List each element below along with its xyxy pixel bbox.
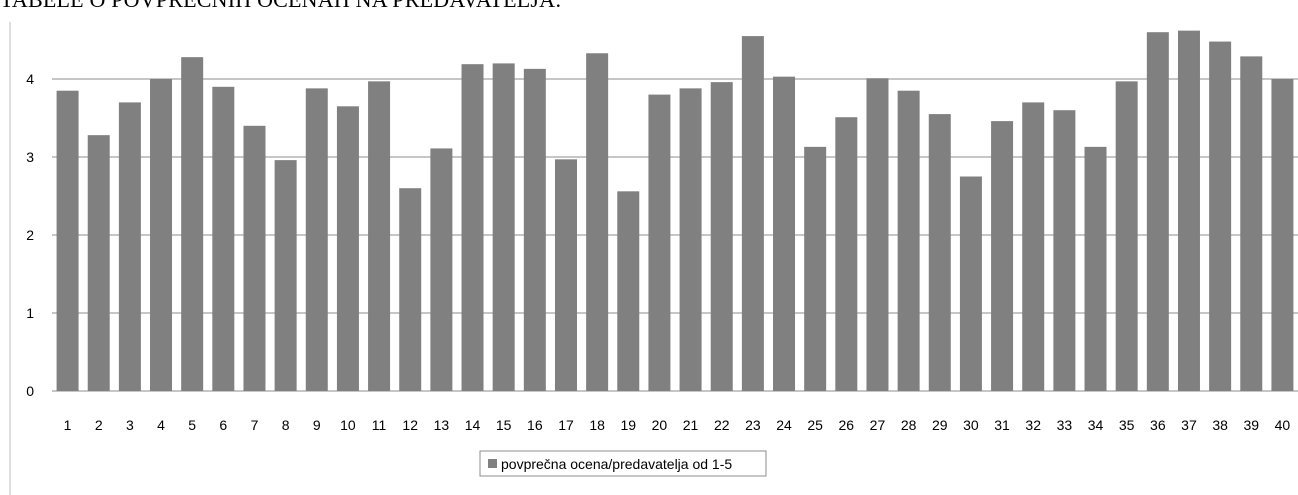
x-tick-label: 31 bbox=[994, 417, 1010, 433]
y-tick-label: 0 bbox=[26, 383, 34, 399]
x-tick-label: 25 bbox=[807, 417, 823, 433]
x-tick-label: 39 bbox=[1243, 417, 1259, 433]
x-tick-label: 24 bbox=[776, 417, 792, 433]
x-tick-label: 9 bbox=[313, 417, 321, 433]
bar-31 bbox=[991, 121, 1014, 392]
bar-34 bbox=[1084, 146, 1107, 391]
bar-22 bbox=[710, 82, 733, 392]
bar-35 bbox=[1115, 81, 1138, 391]
legend-frame bbox=[479, 450, 767, 477]
x-tick-label: 11 bbox=[372, 417, 387, 433]
x-tick-label: 22 bbox=[714, 417, 730, 433]
y-tick-label: 1 bbox=[26, 305, 34, 321]
x-tick-label: 40 bbox=[1275, 417, 1291, 433]
bars bbox=[56, 30, 1294, 392]
bar-1 bbox=[56, 90, 79, 391]
bar-16 bbox=[523, 68, 546, 392]
bar-27 bbox=[866, 78, 889, 391]
bar-14 bbox=[461, 64, 484, 392]
x-tick-label: 7 bbox=[251, 417, 259, 433]
x-tick-label: 20 bbox=[652, 417, 668, 433]
bar-17 bbox=[554, 159, 577, 391]
bar-26 bbox=[835, 117, 858, 391]
bar-30 bbox=[959, 176, 982, 391]
x-tick-label: 18 bbox=[589, 417, 605, 433]
x-tick-label: 17 bbox=[558, 417, 574, 433]
x-tick-label: 36 bbox=[1150, 417, 1166, 433]
bar-19 bbox=[617, 191, 640, 391]
y-tick-label: 2 bbox=[26, 227, 34, 243]
x-tick-label: 32 bbox=[1025, 417, 1041, 433]
bar-40 bbox=[1271, 79, 1294, 391]
bar-10 bbox=[336, 106, 359, 392]
x-tick-label: 3 bbox=[126, 417, 134, 433]
bar-38 bbox=[1209, 41, 1232, 392]
bar-20 bbox=[648, 94, 671, 391]
bar-7 bbox=[243, 125, 266, 392]
y-axis-ticks: 0 1 2 3 4 bbox=[26, 71, 34, 399]
x-tick-label: 15 bbox=[496, 417, 512, 433]
x-tick-label: 8 bbox=[282, 417, 290, 433]
bar-13 bbox=[430, 148, 453, 391]
legend-swatch bbox=[488, 459, 497, 468]
x-tick-label: 29 bbox=[932, 417, 948, 433]
bar-4 bbox=[150, 79, 173, 391]
x-tick-label: 2 bbox=[95, 417, 103, 433]
bar-11 bbox=[368, 81, 391, 391]
x-tick-label: 1 bbox=[64, 417, 72, 433]
bar-23 bbox=[741, 36, 764, 391]
bar-21 bbox=[679, 88, 702, 392]
bar-15 bbox=[492, 63, 515, 392]
bar-29 bbox=[928, 114, 951, 391]
x-tick-label: 21 bbox=[683, 417, 699, 433]
x-tick-label: 34 bbox=[1088, 417, 1104, 433]
x-tick-label: 16 bbox=[527, 417, 543, 433]
gridlines bbox=[52, 78, 1298, 392]
x-tick-label: 6 bbox=[219, 417, 227, 433]
bar-25 bbox=[804, 146, 827, 391]
x-tick-label: 19 bbox=[620, 417, 636, 433]
bar-12 bbox=[399, 188, 422, 391]
bar-33 bbox=[1053, 110, 1076, 391]
bar-6 bbox=[212, 86, 235, 392]
bar-39 bbox=[1240, 56, 1263, 391]
x-tick-label: 12 bbox=[402, 417, 418, 433]
bar-24 bbox=[773, 76, 796, 391]
legend-label: povprečna ocena/predavatelja od 1-5 bbox=[501, 456, 732, 472]
x-tick-label: 4 bbox=[157, 417, 165, 433]
bar-36 bbox=[1146, 32, 1169, 391]
x-tick-label: 38 bbox=[1212, 417, 1228, 433]
x-tick-label: 5 bbox=[188, 417, 196, 433]
x-tick-label: 35 bbox=[1119, 417, 1135, 433]
bar-37 bbox=[1177, 30, 1200, 391]
x-tick-label: 23 bbox=[745, 417, 761, 433]
legend: povprečna ocena/predavatelja od 1-5 bbox=[479, 450, 767, 477]
bar-2 bbox=[87, 135, 110, 391]
x-tick-label: 27 bbox=[870, 417, 886, 433]
x-tick-label: 30 bbox=[963, 417, 979, 433]
y-tick-label: 3 bbox=[26, 149, 34, 165]
bar-28 bbox=[897, 90, 920, 391]
bar-5 bbox=[181, 57, 204, 391]
x-axis-ticks: 1 2 3 4 5 6 7 8 9 10 11 12 13 14 15 16 17 18 19 20 21 22 23 24 2… bbox=[64, 417, 1291, 433]
bar-8 bbox=[274, 160, 297, 391]
page-header: TABELE O POVPREČNIH OCENAH NA PREDAVATEL… bbox=[0, 0, 562, 13]
bar-32 bbox=[1022, 102, 1045, 392]
bar-9 bbox=[305, 88, 328, 392]
x-tick-label: 13 bbox=[434, 417, 450, 433]
x-tick-label: 37 bbox=[1181, 417, 1197, 433]
x-tick-label: 26 bbox=[839, 417, 855, 433]
x-tick-label: 28 bbox=[901, 417, 917, 433]
x-tick-label: 33 bbox=[1057, 417, 1073, 433]
bar-3 bbox=[118, 102, 141, 392]
bar-18 bbox=[586, 53, 609, 391]
x-tick-label: 14 bbox=[465, 417, 481, 433]
y-tick-label: 4 bbox=[26, 71, 34, 87]
x-tick-label: 10 bbox=[340, 417, 356, 433]
